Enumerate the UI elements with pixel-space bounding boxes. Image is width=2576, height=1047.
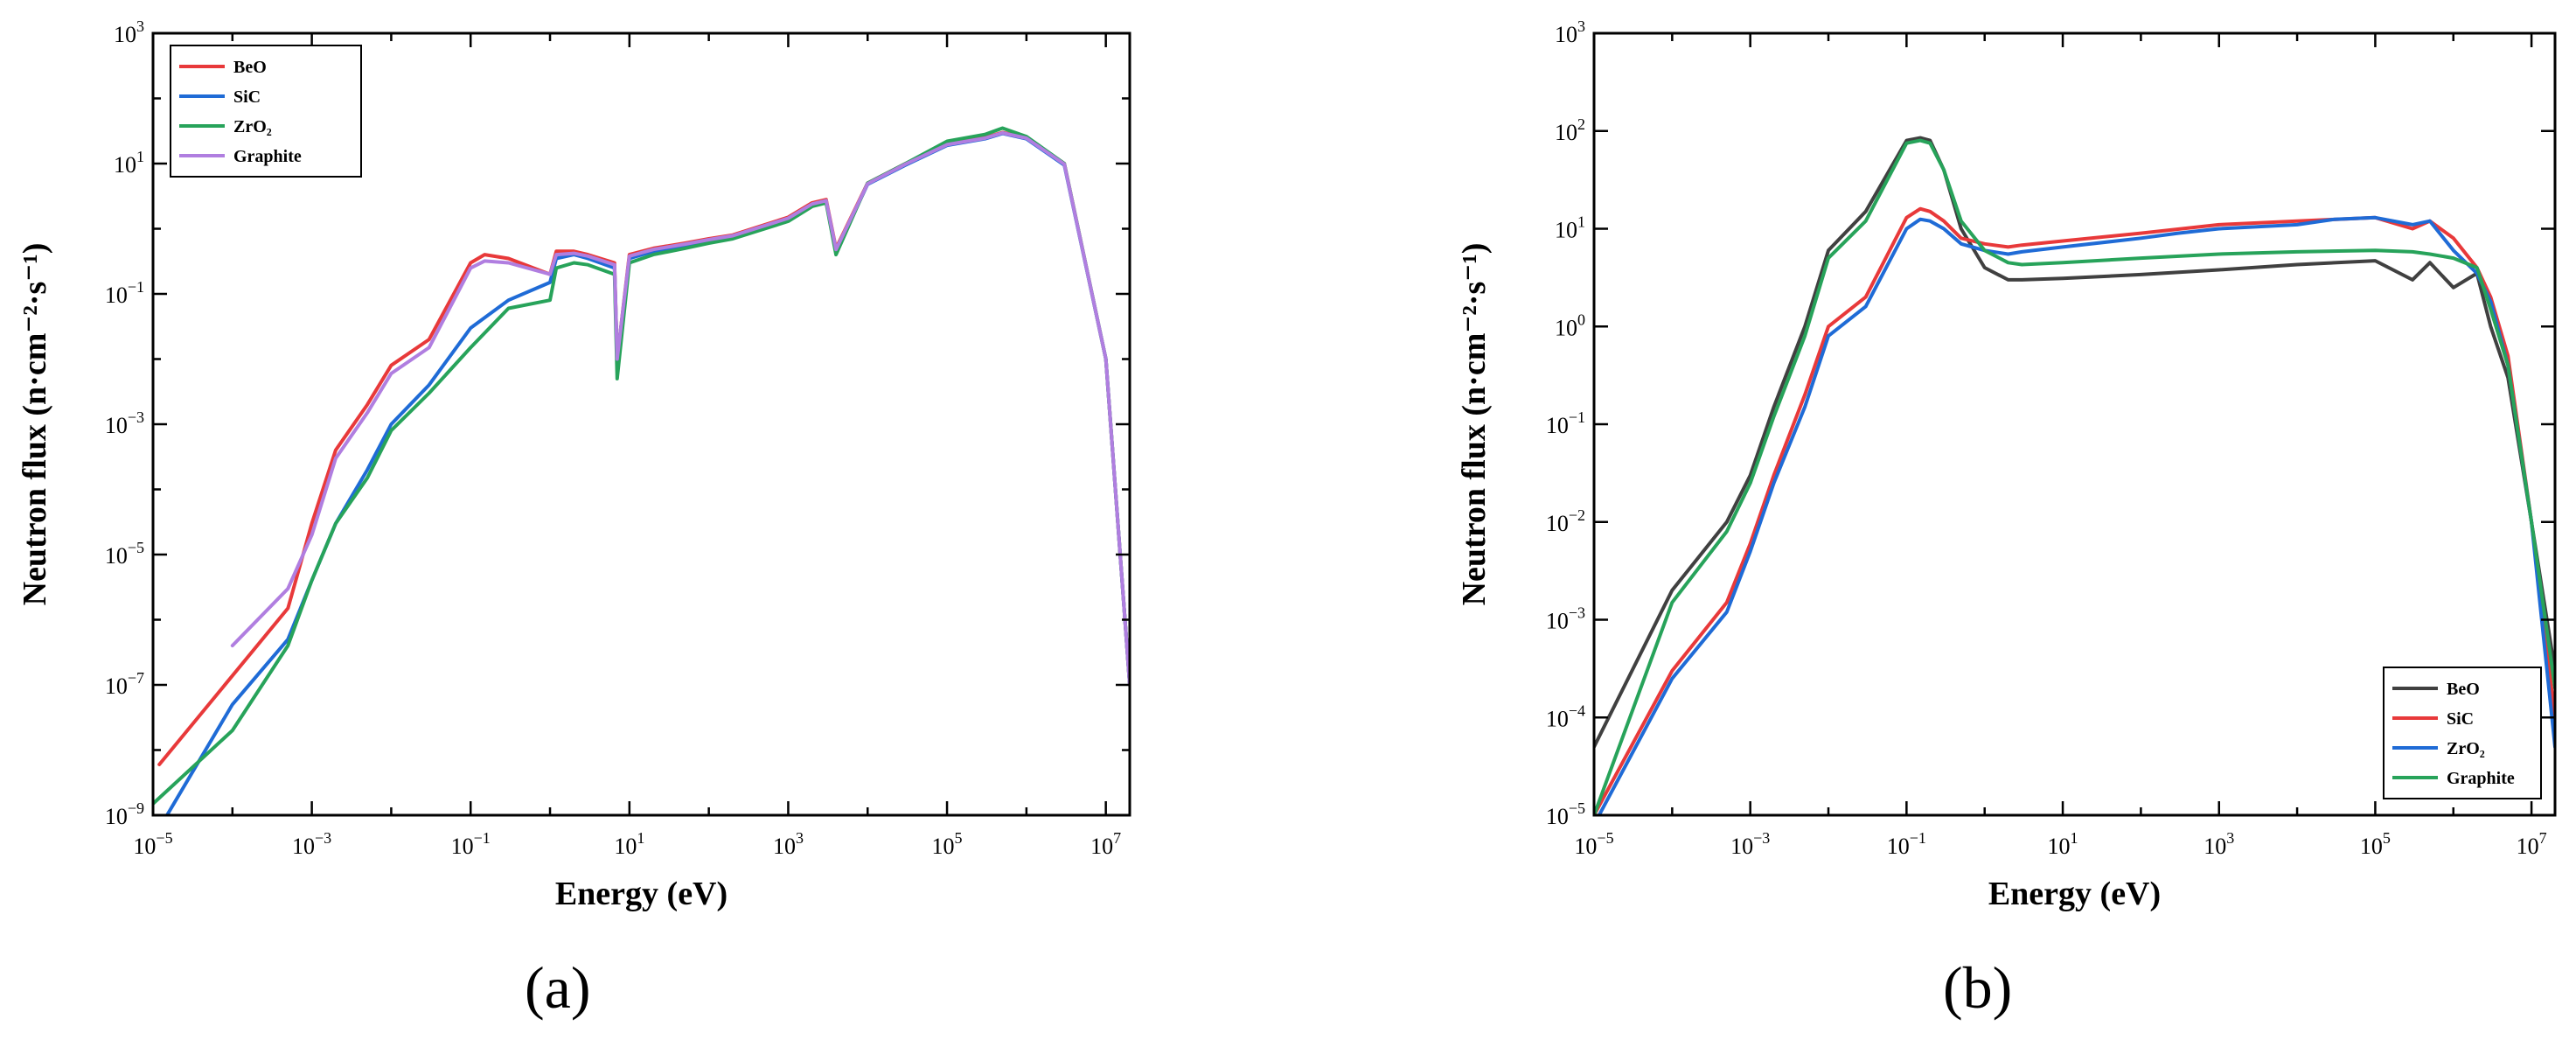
x-tick-label: 10−5	[1574, 829, 1613, 859]
legend-label: SiC	[2447, 709, 2474, 729]
y-tick-label: 10−9	[105, 799, 144, 829]
x-tick-label: 105	[2360, 829, 2391, 859]
series-line-purple	[230, 131, 1130, 687]
x-tick-label: 10−3	[1730, 829, 1770, 859]
legend: BeO SiC ZrO₂ Graphite	[2383, 667, 2542, 799]
series-line-blue	[1597, 215, 2555, 815]
y-tick-label: 10−1	[105, 278, 144, 308]
x-tick-label: 103	[773, 829, 804, 859]
legend-label: Graphite	[233, 147, 302, 166]
series-line-dark	[1594, 136, 2555, 749]
legend-label: BeO	[233, 58, 267, 77]
y-tick-label: 10−5	[1546, 799, 1585, 829]
series-line-blue	[165, 131, 1130, 815]
y-axis-title: Neutron flux (n·cm⁻²·s⁻¹)	[1456, 243, 1493, 606]
x-axis-title: Energy (eV)	[555, 876, 728, 912]
y-tick-label: 10−3	[105, 408, 144, 438]
y-tick-label: 102	[1555, 115, 1585, 145]
legend-label: ZrO₂	[233, 117, 272, 136]
series-group	[1594, 136, 2555, 815]
x-tick-label: 101	[2048, 829, 2078, 859]
panel-label-a: (a)	[525, 954, 591, 1021]
x-tick-label: 101	[614, 829, 644, 859]
y-tick-label: 101	[1555, 213, 1585, 243]
y-tick-label: 100	[1555, 311, 1585, 340]
y-tick-label: 103	[1555, 17, 1585, 47]
y-tick-label: 10−4	[1546, 701, 1585, 731]
x-tick-label: 103	[2204, 829, 2234, 859]
x-tick-label: 10−5	[133, 829, 172, 859]
x-tick-label: 10−3	[292, 829, 331, 859]
y-tick-label: 101	[114, 148, 144, 178]
series-group	[153, 126, 1130, 815]
y-tick-label: 10−2	[1546, 506, 1585, 536]
x-tick-label: 105	[932, 829, 963, 859]
chart-panel-a: 10−5 10−3 10−1 101 103 105 107 10−9 10−7 10−5 10−3…	[17, 17, 1131, 912]
x-axis-title: Energy (eV)	[1988, 876, 2161, 912]
y-axis-title: Neutron flux (n·cm⁻²·s⁻¹)	[17, 243, 53, 606]
x-tick-label: 107	[1090, 829, 1121, 859]
legend-label: SiC	[233, 87, 261, 107]
x-tick-label: 10−1	[1887, 829, 1926, 859]
chart-panel-b: 10−5 10−3 10−1 101 103 105 107 10−5 10−4 10−3 10−2…	[1456, 17, 2557, 912]
series-line-green	[153, 126, 1130, 806]
y-tick-label: 103	[114, 17, 144, 47]
y-tick-label: 10−5	[105, 539, 144, 569]
y-tick-label: 10−3	[1546, 604, 1585, 634]
y-tick-label: 10−1	[1546, 408, 1585, 438]
legend: BeO SiC ZrO₂ Graphite	[170, 45, 362, 178]
series-line-green	[1594, 138, 2555, 815]
x-tick-label: 107	[2517, 829, 2547, 859]
y-tick-label: 10−7	[105, 669, 144, 699]
series-line-red	[1594, 206, 2555, 815]
x-tick-label: 10−1	[451, 829, 491, 859]
legend-label: Graphite	[2447, 769, 2515, 788]
panel-label-b: (b)	[1943, 954, 2013, 1021]
series-line-red	[157, 130, 1130, 766]
legend-label: BeO	[2447, 680, 2480, 699]
legend-label: ZrO₂	[2447, 739, 2485, 758]
